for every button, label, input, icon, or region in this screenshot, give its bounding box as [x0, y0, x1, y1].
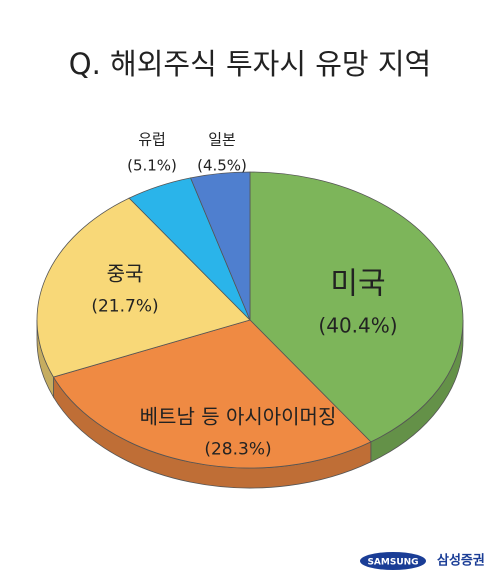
- slice-label: 일본: [208, 131, 236, 149]
- value-label: (40.4%): [318, 314, 397, 338]
- slice: [249, 171, 464, 443]
- value-label: (4.5%): [197, 157, 247, 175]
- labels: 미국 (40.4%) 베트남 등 아시아이머징 (28.3%) 중국 (21.7%) 유럽 (…: [91, 131, 397, 460]
- slice: [190, 171, 251, 321]
- logo-badge: [360, 552, 426, 570]
- value-label: (28.3%): [204, 440, 271, 460]
- slice: [52, 319, 372, 469]
- slice: [36, 197, 251, 378]
- logo-text: SAMSUNG: [367, 558, 418, 568]
- slice-label: 미국: [330, 267, 385, 302]
- value-label: (5.1%): [127, 157, 177, 175]
- pie: [36, 171, 464, 489]
- brand-text: 삼성증권: [437, 553, 485, 569]
- chart-title: Q. 해외주식 투자시 유망 지역: [69, 47, 431, 81]
- slice-label: 중국: [107, 262, 144, 286]
- slice-label: 베트남 등 아시아이머징: [140, 405, 337, 429]
- value-label: (21.7%): [91, 297, 158, 317]
- slice-label: 유럽: [138, 131, 166, 149]
